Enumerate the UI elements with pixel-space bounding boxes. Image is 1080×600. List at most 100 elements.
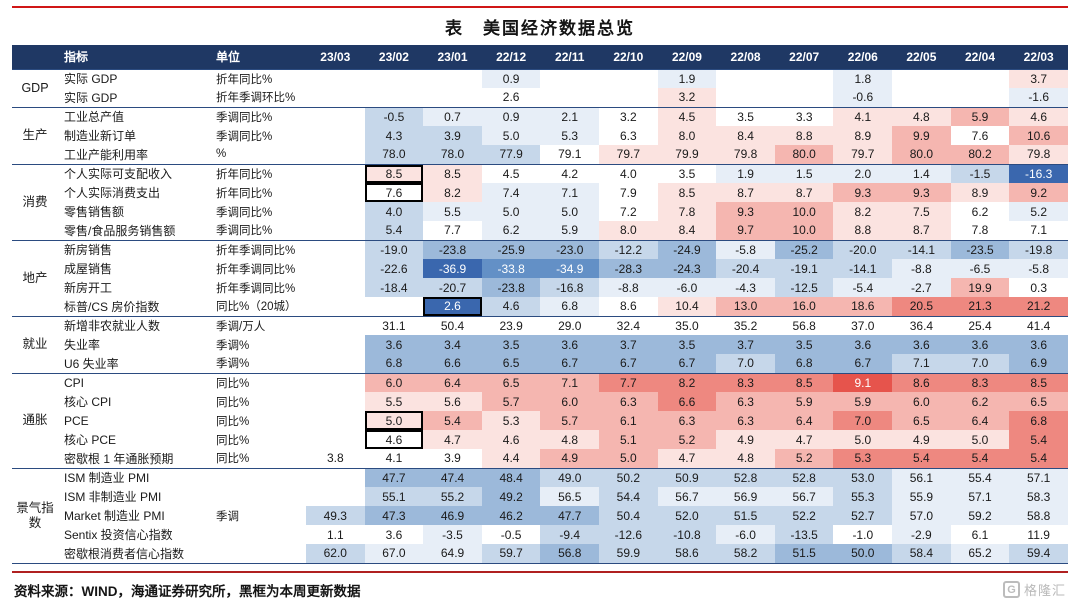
data-cell: 79.7 [599,145,658,164]
data-cell: 58.2 [716,544,775,563]
data-cell: 5.4 [364,221,424,240]
empty-cell [364,68,424,88]
data-cell: 4.4 [481,449,541,468]
data-cell: 8.6 [599,297,658,316]
data-cell: 1.5 [774,163,834,183]
column-header-indicator: 指标 [58,45,210,69]
data-cell: 4.8 [892,106,951,126]
table-row: Market 制造业 PMI 季调 49.3 47.3 46.9 46.2 47.7 50.4… [12,506,1068,525]
empty-cell [306,278,365,297]
data-cell: 55.3 [833,487,893,506]
data-cell: 50.2 [599,467,658,487]
data-cell: 5.3 [481,411,541,430]
data-cell: 8.8 [774,126,834,145]
data-cell: 3.6 [892,335,951,354]
data-cell: 56.7 [774,487,834,506]
table-row: 核心 PCE 同比% 4.6 4.7 4.6 4.8 5.1 5.2 4.9 4.7 5.0 4.9 5… [12,430,1068,449]
data-cell: 50.4 [599,506,658,525]
data-cell: 6.3 [599,392,658,411]
data-cell: 25.4 [950,315,1010,335]
data-cell: 6.7 [599,354,658,373]
data-cell: -16.8 [540,278,600,297]
data-cell: 7.0 [716,354,775,373]
empty-cell [774,68,834,88]
data-cell: 8.0 [657,126,717,145]
data-cell: 10.0 [774,202,834,221]
unit-label: 季调同比% [210,221,306,240]
data-cell: 4.9 [716,430,775,449]
data-cell: 35.2 [716,315,775,335]
data-cell: 5.5 [423,202,482,221]
empty-cell [306,430,365,449]
empty-cell [892,88,951,107]
empty-cell [306,411,365,430]
data-cell: 9.1 [833,372,893,392]
unit-label: % [210,145,306,164]
data-cell: 29.0 [540,315,600,335]
group-label: 景气指数 [12,467,58,563]
data-cell: 6.9 [1009,354,1068,373]
data-cell: -14.1 [833,259,893,278]
data-cell: 47.4 [423,467,482,487]
data-cell: 4.7 [657,449,717,468]
empty-cell [306,354,365,373]
data-cell: -19.0 [364,239,424,259]
data-cell: 6.3 [657,411,717,430]
data-cell: 56.1 [892,467,951,487]
data-cell: 6.7 [540,354,600,373]
data-cell: 5.0 [481,202,541,221]
source-note: 资料来源：WIND，海通证券研究所，黑框为本周更新数据 [14,583,361,599]
empty-cell [599,68,658,88]
data-cell: 4.2 [540,163,600,183]
data-cell: 32.4 [599,315,658,335]
data-cell: -19.1 [774,259,834,278]
group-label: 地产 [12,239,58,316]
data-cell: 5.4 [950,449,1010,468]
data-cell: 11.9 [1009,525,1068,544]
data-cell: 4.1 [364,449,424,468]
data-cell: 5.0 [950,430,1010,449]
data-cell: 36.4 [892,315,951,335]
data-cell: 56.5 [540,487,600,506]
data-cell: 80.0 [892,145,951,164]
unit-label: 同比% [210,449,306,468]
data-cell: 9.2 [1009,183,1068,202]
data-cell: 5.6 [423,392,482,411]
data-cell: 1.9 [657,68,717,88]
data-cell: 4.7 [774,430,834,449]
data-cell: 6.3 [716,411,775,430]
updated-data-cell: 5.0 [364,411,424,430]
empty-cell [716,88,775,107]
indicator-label: PCE [58,411,210,430]
data-cell: 57.0 [892,506,951,525]
data-cell: 5.0 [540,202,600,221]
empty-cell [306,202,365,221]
column-header-month: 22/09 [657,45,717,69]
data-cell: -6.5 [950,259,1010,278]
data-cell: 4.1 [833,106,893,126]
data-cell: 55.2 [423,487,482,506]
data-cell: 51.5 [774,544,834,563]
data-cell: 1.8 [833,68,893,88]
data-cell: 4.0 [364,202,424,221]
unit-label: 季调同比% [210,126,306,145]
data-cell: 55.9 [892,487,951,506]
indicator-label: ISM 制造业 PMI [58,467,210,487]
empty-cell [306,239,365,259]
empty-cell [306,335,365,354]
data-cell: 6.8 [774,354,834,373]
footer: 资料来源：WIND，海通证券研究所，黑框为本周更新数据 G 格隆汇 [12,573,1068,600]
unit-label [210,467,306,487]
data-cell: -19.8 [1009,239,1068,259]
data-cell: -0.5 [364,106,424,126]
data-cell: 5.7 [540,411,600,430]
data-cell: -5.4 [833,278,893,297]
data-cell: 64.9 [423,544,482,563]
data-cell: 6.5 [481,354,541,373]
data-cell: 10.6 [1009,126,1068,145]
data-cell: 6.4 [774,411,834,430]
unit-label: 折年季调同比% [210,259,306,278]
data-cell: 5.0 [599,449,658,468]
data-cell: -8.8 [599,278,658,297]
data-cell: 5.1 [599,430,658,449]
